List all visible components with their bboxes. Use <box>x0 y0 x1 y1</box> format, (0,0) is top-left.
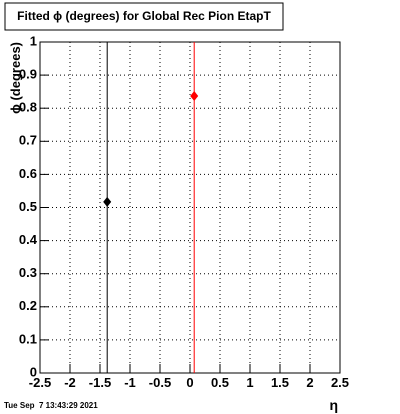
y-tick-label: 0 <box>30 364 37 379</box>
x-tick-label: 1 <box>246 375 253 390</box>
x-tick-label: -0.5 <box>149 375 171 390</box>
title-box <box>4 2 284 31</box>
y-tick-label: 0.4 <box>19 232 38 247</box>
y-tick-label: 0.8 <box>19 100 37 115</box>
point <box>103 196 112 207</box>
y-tick-label: 0.7 <box>19 133 37 148</box>
plot-frame <box>39 41 341 374</box>
x-tick-label: -1.5 <box>89 375 111 390</box>
x-tick-label: 0.5 <box>211 375 229 390</box>
y-tick-label: 0.2 <box>19 298 37 313</box>
y-axis-title: ϕ (degrees) <box>8 42 23 114</box>
timestamp: Tue Sep 7 13:43:29 2021 <box>4 401 98 410</box>
x-tick-label: 2 <box>306 375 313 390</box>
y-tick-label: 0.6 <box>19 166 37 181</box>
x-tick-label: -2 <box>64 375 76 390</box>
y-tick-label: 0.1 <box>19 331 37 346</box>
y-tick-label: 0.5 <box>19 199 37 214</box>
chart-title: Fitted ϕ (degrees) for Global Rec Pion E… <box>17 9 271 23</box>
x-tick-label: -2.5 <box>29 375 51 390</box>
point <box>190 90 199 101</box>
x-tick-label: -1 <box>124 375 136 390</box>
y-tick-label: 0.9 <box>19 67 37 82</box>
x-tick-label: 1.5 <box>271 375 289 390</box>
x-axis-title: η <box>329 397 338 413</box>
y-tick-label: 0.3 <box>19 265 37 280</box>
y-tick-label: 1 <box>30 33 37 48</box>
x-tick-label: 0 <box>186 375 193 390</box>
x-tick-label: 2.5 <box>331 375 349 390</box>
